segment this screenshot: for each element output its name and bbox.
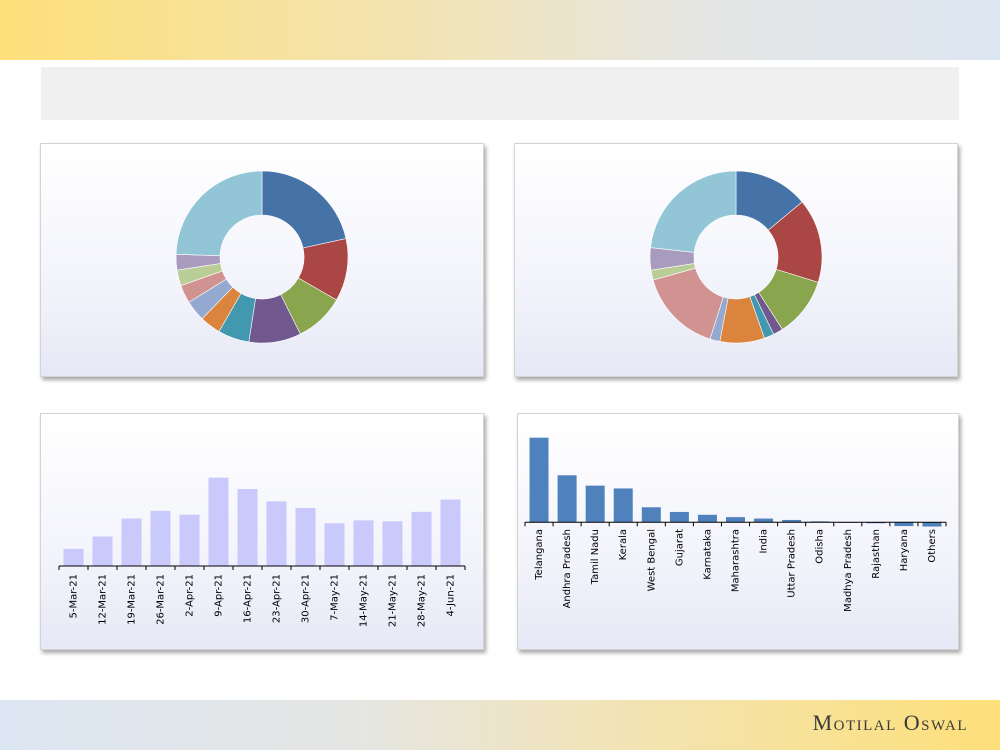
weekly-bar-chart: 5-Mar-21 12-Mar-21 19-Mar-21 26-Mar-21 2-Apr… <box>58 477 466 627</box>
x-tick-label: Rajasthan <box>871 529 882 579</box>
x-tick-label: Tamil Nadu <box>590 529 601 585</box>
x-tick-label: Haryana <box>899 529 910 571</box>
x-tick-label: Telangana <box>534 529 545 581</box>
x-tick-label: 7-May-21 <box>330 574 341 621</box>
bar <box>121 518 142 566</box>
x-tick-label: 28-May-21 <box>417 574 428 627</box>
bar <box>782 519 802 523</box>
bar <box>92 536 113 566</box>
bar <box>382 521 403 566</box>
x-tick-label: 5-Mar-21 <box>69 574 80 619</box>
bar <box>63 548 84 566</box>
donut-chart-panel-right <box>514 143 958 377</box>
donut-slice <box>650 170 737 253</box>
slide-title-bar <box>41 67 959 120</box>
x-tick-label: 30-Apr-21 <box>301 574 312 623</box>
x-tick-label: Others <box>927 529 938 563</box>
bar <box>894 522 914 527</box>
x-tick-label: Uttar Pradesh <box>787 529 798 598</box>
bar <box>353 520 374 566</box>
state-bar-chart: Telangana Andhra Pradesh Tamil Nadu Kerala W… <box>524 437 947 612</box>
x-tick-label: 16-Apr-21 <box>243 574 254 623</box>
top-header-band <box>0 0 1000 60</box>
bar <box>585 485 605 523</box>
x-tick-label: 26-Mar-21 <box>156 574 167 625</box>
donut-chart-panel-left <box>40 143 484 377</box>
bar <box>922 522 942 527</box>
brand-logo-text: Motilal Oswal <box>812 710 968 735</box>
weekly-bar-chart-panel: 5-Mar-21 12-Mar-21 19-Mar-21 26-Mar-21 2-Apr… <box>40 413 484 650</box>
x-tick-label: 12-Mar-21 <box>98 574 109 625</box>
x-tick-label: Andhra Pradesh <box>562 529 573 608</box>
bar <box>613 488 633 523</box>
bar <box>179 514 200 566</box>
x-tick-label: Gujarat <box>674 529 685 566</box>
bar <box>641 507 661 523</box>
bar <box>440 499 461 566</box>
bar <box>557 475 577 523</box>
donut-chart-right <box>649 170 823 344</box>
x-tick-label: 19-Mar-21 <box>127 574 138 625</box>
x-tick-label: 2-Apr-21 <box>185 574 196 617</box>
x-tick-label: 14-May-21 <box>359 574 370 627</box>
x-tick-label: West Bengal <box>646 529 657 591</box>
donut-slice <box>261 170 347 249</box>
x-tick-label: Maharashtra <box>731 529 742 592</box>
donut-slice <box>652 267 724 340</box>
bar <box>324 523 345 566</box>
bar <box>150 510 171 566</box>
bottom-footer-band <box>0 700 1000 750</box>
x-tick-label: Odisha <box>815 529 826 564</box>
donut-slice <box>175 170 263 257</box>
bar <box>726 517 745 523</box>
bar <box>208 477 229 566</box>
bar <box>697 514 717 523</box>
bar <box>529 437 549 523</box>
bar <box>266 501 287 566</box>
x-tick-label: Karnataka <box>702 529 713 580</box>
bar <box>669 511 689 523</box>
bar <box>411 511 432 566</box>
bar <box>295 508 316 566</box>
x-tick-label: Madhya Pradesh <box>843 529 854 612</box>
x-tick-label: 4-Jun-21 <box>446 574 457 617</box>
x-tick-label: 9-Apr-21 <box>214 574 225 617</box>
state-bar-chart-panel: Telangana Andhra Pradesh Tamil Nadu Kerala W… <box>517 413 959 650</box>
bar <box>237 489 258 566</box>
x-tick-label: 21-May-21 <box>388 574 399 627</box>
x-tick-label: Kerala <box>618 529 629 560</box>
donut-chart-left <box>175 170 349 344</box>
bar <box>754 518 774 523</box>
x-tick-label: India <box>759 529 770 554</box>
x-tick-label: 23-Apr-21 <box>272 574 283 623</box>
